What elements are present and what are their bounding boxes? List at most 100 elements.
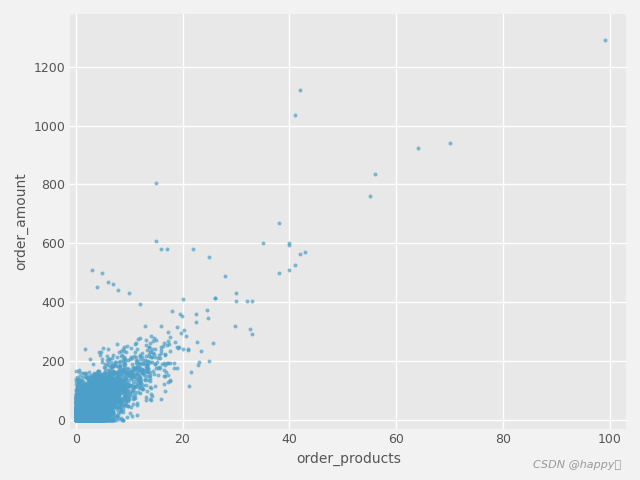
Point — [73, 416, 83, 423]
Point — [84, 389, 94, 397]
Point — [97, 409, 108, 417]
Point — [81, 416, 91, 423]
Point — [98, 407, 108, 414]
Point — [89, 395, 99, 402]
Point — [93, 367, 104, 374]
Point — [78, 413, 88, 421]
Point — [81, 411, 92, 419]
Point — [72, 415, 82, 423]
Point — [80, 413, 90, 420]
Point — [72, 416, 82, 423]
Point — [72, 413, 82, 420]
Point — [75, 398, 85, 406]
Point — [121, 375, 131, 383]
Point — [74, 408, 84, 416]
Point — [86, 411, 96, 419]
Point — [72, 416, 83, 423]
Point — [94, 396, 104, 403]
Point — [95, 390, 105, 398]
Point — [83, 410, 93, 418]
Point — [108, 395, 118, 402]
Point — [79, 398, 90, 406]
Point — [73, 414, 83, 422]
Point — [81, 416, 92, 423]
Point — [71, 416, 81, 423]
Point — [106, 363, 116, 371]
Point — [87, 406, 97, 414]
Point — [78, 416, 88, 423]
Point — [79, 411, 89, 419]
Point — [107, 385, 117, 393]
Point — [76, 394, 86, 402]
Point — [70, 410, 81, 418]
Point — [71, 416, 81, 423]
Point — [77, 416, 87, 423]
Point — [77, 411, 87, 419]
Point — [86, 399, 97, 407]
Point — [72, 416, 83, 423]
Point — [72, 416, 82, 423]
Point — [72, 402, 82, 410]
Point — [106, 411, 116, 419]
Point — [104, 416, 114, 423]
Point — [81, 384, 92, 392]
Point — [76, 408, 86, 416]
Point — [89, 416, 99, 423]
Point — [84, 411, 95, 419]
Point — [72, 416, 82, 423]
Point — [81, 381, 92, 389]
Point — [79, 416, 89, 423]
Point — [79, 405, 89, 412]
Point — [79, 416, 90, 423]
Point — [81, 390, 91, 398]
Point — [72, 416, 83, 423]
Point — [73, 416, 83, 423]
Point — [71, 411, 81, 419]
Point — [105, 407, 115, 414]
Point — [102, 374, 113, 382]
Point — [111, 397, 122, 405]
Point — [80, 401, 90, 409]
Point — [82, 410, 92, 418]
Point — [81, 407, 91, 414]
Point — [72, 416, 83, 423]
Point — [140, 375, 150, 383]
Point — [76, 416, 86, 423]
Point — [83, 404, 93, 411]
Point — [75, 408, 85, 415]
Point — [79, 409, 90, 417]
Point — [71, 404, 81, 412]
Point — [72, 401, 83, 408]
Point — [79, 416, 89, 423]
Point — [73, 393, 83, 401]
Point — [148, 337, 158, 345]
Point — [71, 414, 81, 422]
Point — [72, 413, 82, 421]
Point — [100, 384, 110, 392]
Point — [106, 403, 116, 411]
Point — [99, 393, 109, 400]
Point — [76, 407, 86, 414]
Point — [72, 416, 83, 423]
Point — [91, 392, 101, 400]
Point — [80, 401, 90, 408]
Point — [124, 371, 134, 379]
Point — [74, 416, 84, 423]
Point — [107, 362, 117, 370]
Point — [87, 409, 97, 417]
Point — [71, 413, 81, 421]
Point — [122, 388, 132, 396]
Point — [135, 379, 145, 386]
Point — [79, 402, 90, 409]
Point — [103, 416, 113, 423]
Point — [72, 402, 82, 410]
Point — [77, 416, 87, 423]
Point — [79, 416, 90, 423]
Point — [76, 416, 86, 423]
Point — [77, 416, 87, 423]
Point — [82, 416, 92, 423]
Point — [78, 416, 88, 423]
Point — [92, 389, 102, 396]
Point — [150, 382, 160, 390]
Point — [85, 416, 95, 423]
